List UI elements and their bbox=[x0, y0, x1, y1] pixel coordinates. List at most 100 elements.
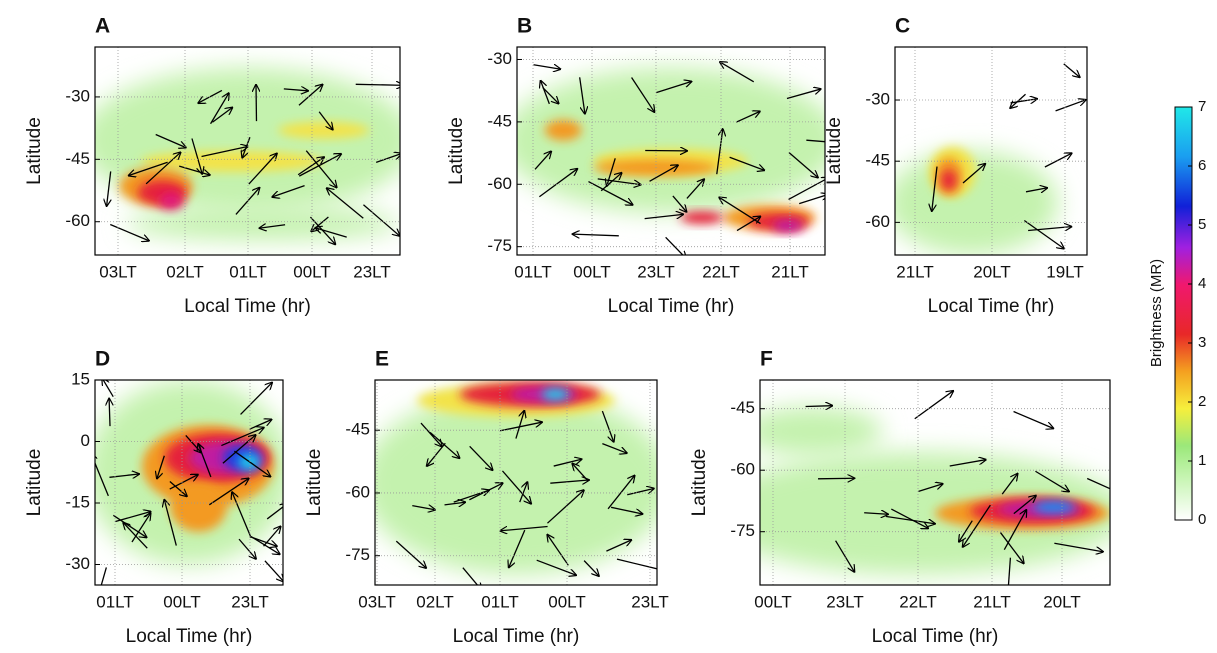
flow-arrow bbox=[264, 560, 283, 582]
flow-arrow bbox=[547, 490, 583, 524]
x-tick-label: 02LT bbox=[166, 262, 204, 281]
y-axis-label: Latitude bbox=[304, 449, 325, 517]
x-axis-label: Local Time (hr) bbox=[453, 626, 580, 647]
flow-arrow bbox=[541, 81, 550, 105]
plot-frame bbox=[894, 46, 1088, 256]
flow-arrow bbox=[1054, 542, 1102, 551]
flow-arrow bbox=[631, 77, 655, 111]
flow-arrow bbox=[222, 435, 256, 464]
flow-arrow bbox=[469, 483, 502, 501]
flow-arrow bbox=[363, 204, 400, 236]
flow-arrow bbox=[606, 540, 631, 552]
flow-arrow bbox=[109, 399, 110, 427]
panel-label: A bbox=[95, 15, 110, 38]
flow-arrow bbox=[250, 535, 280, 554]
flow-arrow bbox=[735, 111, 760, 123]
y-axis-label: Latitude bbox=[24, 449, 45, 517]
flow-arrow bbox=[963, 504, 991, 547]
flow-arrow bbox=[109, 474, 139, 477]
flow-arrow bbox=[169, 475, 198, 490]
x-tick-label: 01LT bbox=[229, 262, 267, 281]
flow-arrow bbox=[1055, 100, 1086, 112]
flow-arrow bbox=[201, 146, 248, 158]
flow-arrow bbox=[318, 111, 332, 130]
flow-arrow bbox=[221, 428, 263, 447]
y-tick-label: -30 bbox=[865, 90, 890, 109]
x-tick-label: 23LT bbox=[826, 592, 864, 611]
flow-arrow bbox=[891, 508, 928, 528]
flow-arrow bbox=[469, 445, 493, 470]
flow-arrow bbox=[716, 129, 723, 175]
plot-frame bbox=[759, 379, 1111, 586]
flow-arrow bbox=[656, 82, 691, 94]
flow-arrow bbox=[355, 84, 400, 85]
y-axis-label: Latitude bbox=[689, 449, 710, 517]
flow-arrow bbox=[233, 450, 270, 476]
flow-arrow bbox=[212, 108, 232, 123]
flow-arrow bbox=[536, 559, 576, 575]
x-tick-label: 22LT bbox=[899, 592, 937, 611]
x-axis-label: Local Time (hr) bbox=[928, 296, 1055, 317]
flow-arrow bbox=[198, 444, 212, 478]
flow-arrow bbox=[949, 460, 986, 467]
flow-arrow bbox=[169, 481, 187, 497]
flow-arrow bbox=[962, 164, 985, 184]
plot-area bbox=[95, 67, 400, 244]
x-tick-label: 03LT bbox=[358, 592, 396, 611]
emission-region bbox=[1033, 500, 1075, 514]
flow-arrow bbox=[1013, 410, 1054, 429]
y-tick-label: -75 bbox=[345, 545, 370, 564]
flow-arrow bbox=[786, 89, 821, 100]
flow-arrow bbox=[914, 391, 953, 420]
emission-region bbox=[772, 219, 804, 233]
x-axis-label: Local Time (hr) bbox=[872, 626, 999, 647]
y-tick-label: -60 bbox=[345, 482, 370, 501]
x-tick-label: 03LT bbox=[99, 262, 137, 281]
plot-area bbox=[517, 62, 825, 255]
y-tick-label: -60 bbox=[487, 174, 512, 193]
flow-arrow bbox=[1010, 93, 1026, 108]
flow-arrow bbox=[179, 165, 209, 175]
emission-region bbox=[760, 406, 883, 456]
y-tick-label: -45 bbox=[65, 149, 90, 168]
flow-arrow bbox=[932, 166, 938, 211]
flow-arrow bbox=[462, 567, 482, 585]
panel-label: D bbox=[95, 348, 110, 371]
emission-region bbox=[680, 211, 724, 224]
colorbar-tick-label: 3 bbox=[1198, 334, 1206, 351]
panel-label: B bbox=[517, 15, 532, 38]
y-tick-label: -60 bbox=[730, 460, 755, 479]
plot-area bbox=[375, 382, 657, 585]
x-axis-label: Local Time (hr) bbox=[126, 626, 253, 647]
flow-arrow bbox=[601, 410, 613, 442]
panel-label: E bbox=[375, 348, 389, 371]
flow-arrow bbox=[550, 480, 589, 483]
emission-region bbox=[278, 121, 370, 139]
flow-arrow bbox=[588, 180, 632, 205]
colorbar-tick-label: 2 bbox=[1198, 393, 1206, 410]
x-tick-label: 01LT bbox=[96, 592, 134, 611]
flow-arrow bbox=[297, 157, 324, 176]
flow-arrow bbox=[208, 479, 248, 506]
x-axis-label: Local Time (hr) bbox=[608, 296, 735, 317]
flow-arrow bbox=[720, 62, 755, 83]
flow-arrow bbox=[102, 380, 114, 398]
flow-arrow bbox=[649, 165, 678, 182]
y-tick-label: -75 bbox=[487, 236, 512, 255]
flow-arrow bbox=[610, 506, 642, 514]
x-tick-label: 19LT bbox=[1046, 262, 1084, 281]
flow-arrow bbox=[644, 214, 683, 220]
x-tick-label: 23LT bbox=[231, 592, 269, 611]
plot-frame bbox=[374, 379, 658, 586]
flow-arrow bbox=[798, 194, 825, 205]
panel-label: C bbox=[895, 15, 910, 38]
y-tick-label: -30 bbox=[487, 49, 512, 68]
emission-region bbox=[941, 169, 957, 191]
flow-arrow bbox=[597, 178, 641, 185]
x-tick-label: 00LT bbox=[293, 262, 331, 281]
y-tick-label: -75 bbox=[730, 521, 755, 540]
x-tick-label: 23LT bbox=[353, 262, 391, 281]
y-tick-label: -60 bbox=[865, 212, 890, 231]
flow-arrow bbox=[131, 513, 150, 543]
x-tick-label: 22LT bbox=[702, 262, 740, 281]
